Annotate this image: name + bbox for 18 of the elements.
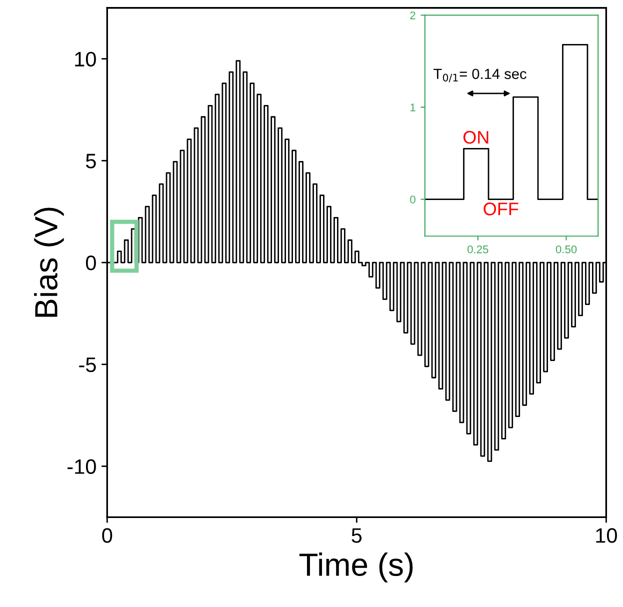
x-tick-label: 0 (102, 528, 112, 543)
x-axis-title: Time (s) (299, 552, 413, 582)
x-tick-label: 0.25 (468, 245, 488, 254)
y-tick-label: 5 (86, 154, 96, 168)
annotation: T$_{0/1}$= 0.14 sec (434, 68, 526, 82)
annotation: OFF (484, 202, 518, 216)
x-tick-label: 0.50 (556, 245, 577, 254)
y-tick-label: 0 (410, 196, 416, 204)
x-tick-label: 5 (352, 528, 362, 543)
y-tick-label: 10 (75, 52, 96, 67)
y-tick-label: -5 (79, 358, 96, 372)
y-tick-label: 0 (86, 256, 96, 270)
y-tick-label: -10 (68, 459, 96, 474)
y-tick-label: 1 (410, 104, 416, 112)
annotation: ON (463, 130, 488, 144)
x-tick-label: 10 (596, 528, 617, 543)
y-tick-label: 2 (410, 11, 416, 20)
y-axis-title: Bias (V) (34, 208, 64, 317)
